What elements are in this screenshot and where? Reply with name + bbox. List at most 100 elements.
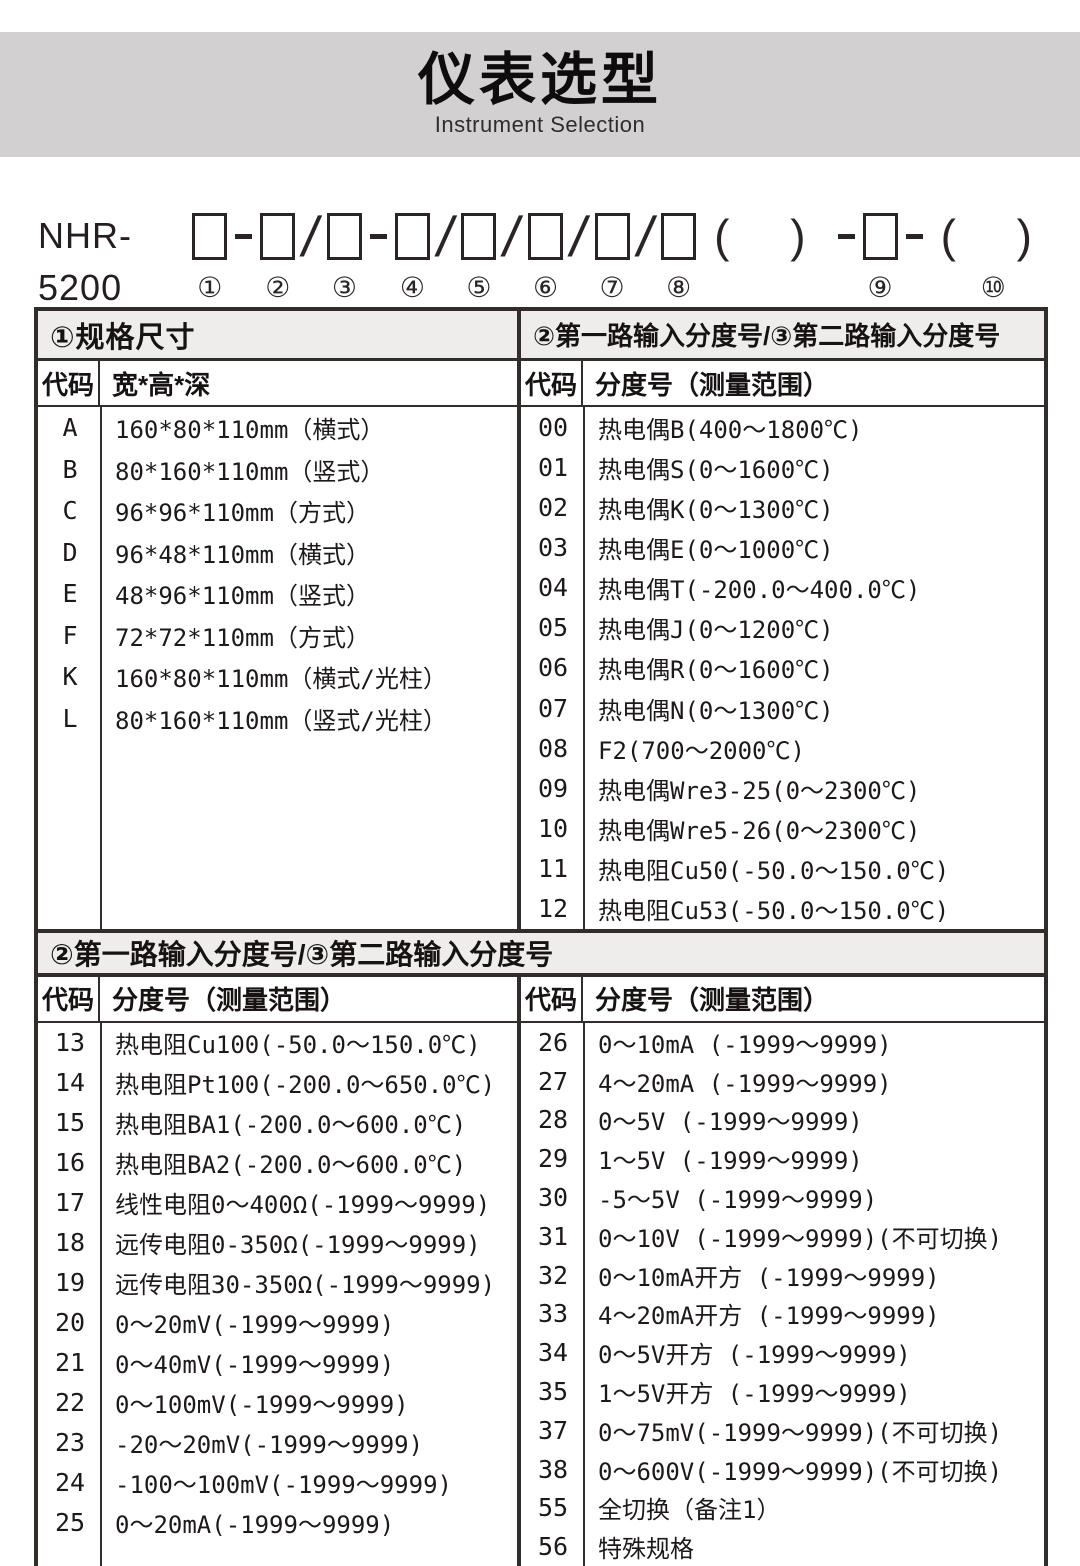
table-row: 01 热电偶S(0～1600℃)	[521, 447, 1044, 487]
empty-code-box	[326, 212, 362, 260]
empty-code-box	[661, 212, 697, 260]
code-cell: 33	[537, 1299, 569, 1329]
dash-glyph	[235, 233, 253, 239]
code-cell: 10	[537, 813, 569, 843]
table-row: 27 4～20mA (-1999～9999)	[521, 1062, 1044, 1101]
code-cell: 17	[54, 1188, 86, 1218]
table-row: 38 0～600V(-1999～9999)(不可切换)	[521, 1450, 1044, 1489]
desc-cell: 0～600V(-1999～9999)(不可切换)	[598, 1457, 1003, 1486]
code-cell: D	[62, 537, 78, 567]
code-cell: 19	[54, 1268, 86, 1298]
section-banner-input-scale: ②第一路输入分度号/③第二路输入分度号	[38, 928, 1044, 977]
code-cell: 03	[537, 532, 569, 562]
desc-cell: 热电偶E(0～1000℃)	[598, 535, 834, 564]
model-code-separator: /	[632, 204, 659, 268]
desc-cell: 热电阻BA1(-200.0～600.0℃)	[115, 1111, 467, 1140]
input-scale-rows-00-12: 00 热电偶B(400～1800℃) 01 热电偶S(0～1600℃) 02 热电偶K(0…	[521, 407, 1044, 929]
code-cell: 06	[537, 653, 569, 683]
desc-cell: -20～20mV(-1999～9999)	[115, 1431, 424, 1460]
table-row: 37 0～75mV(-1999～9999)(不可切换)	[521, 1411, 1044, 1450]
table-row: 19 远传电阻30-350Ω(-1999～9999)	[38, 1263, 517, 1303]
input-scale-section-a: ②第一路输入分度号/③第二路输入分度号 代码 分度号（测量范围） 00 热电偶B(…	[521, 311, 1044, 929]
code-cell: 14	[54, 1068, 86, 1098]
circled-number: ⑦	[599, 271, 625, 304]
desc-cell: F2(700～2000℃)	[598, 736, 805, 765]
table-row: 55 全切换（备注1）	[521, 1488, 1044, 1527]
desc-cell: 热电偶T(-200.0～400.0℃)	[598, 576, 921, 605]
desc-cell: 远传电阻30-350Ω(-1999～9999)	[115, 1271, 496, 1300]
table-row: 04 热电偶T(-200.0～400.0℃)	[521, 568, 1044, 608]
model-code-box: ⑤	[461, 210, 497, 304]
desc-cell: 热电偶Wre3-25(0～2300℃)	[598, 776, 921, 805]
code-cell: 16	[54, 1148, 86, 1178]
desc-cell: 0～20mA(-1999～9999)	[115, 1511, 395, 1540]
code-cell: L	[62, 703, 78, 733]
code-cell: 30	[537, 1182, 569, 1212]
column-header-desc: 分度号（测量范围）	[595, 369, 830, 400]
model-code-segments: ① ② / ③ ④ / ⑤ / ⑥ / ⑦ / ⑧( ) ⑨( ) ⑩	[188, 204, 1060, 304]
code-cell: 25	[54, 1508, 86, 1538]
column-header-code: 代码	[38, 361, 100, 405]
desc-cell: 0～5V开方 (-1999～9999)	[598, 1341, 911, 1370]
table-row: 22 0～100mV(-1999～9999)	[38, 1383, 517, 1423]
desc-cell: 热电偶K(0～1300℃)	[598, 495, 834, 524]
code-cell: 21	[54, 1348, 86, 1378]
empty-code-box	[594, 212, 630, 260]
code-cell: 15	[54, 1108, 86, 1138]
table-row: 25 0～20mA(-1999～9999)	[38, 1503, 517, 1543]
code-cell: 38	[537, 1454, 569, 1484]
table-row: 15 热电阻BA1(-200.0～600.0℃)	[38, 1103, 517, 1143]
table-row: 07 热电偶N(0～1300℃)	[521, 688, 1044, 728]
model-code-box: ⑧	[661, 210, 697, 304]
circled-number: ①	[197, 271, 223, 304]
table-row: 35 1～5V开方 (-1999～9999)	[521, 1372, 1044, 1411]
input-scale-section-c: 代码 分度号（测量范围） 26 0～10mA (-1999～9999) 27 4～20…	[521, 976, 1044, 1566]
circled-number: ⑥	[532, 271, 559, 304]
dash-glyph	[905, 233, 923, 239]
code-cell: 28	[537, 1105, 569, 1135]
code-cell: 08	[537, 733, 569, 763]
input-scale-rows-26-56: 26 0～10mA (-1999～9999) 27 4～20mA (-1999～999…	[521, 1022, 1044, 1566]
table-row: 23 -20～20mV(-1999～9999)	[38, 1423, 517, 1463]
section-header-spec-size: ①规格尺寸	[38, 311, 517, 361]
code-cell: B	[62, 454, 78, 484]
table-row: 00 热电偶B(400～1800℃)	[521, 407, 1044, 447]
lower-table: 代码 分度号（测量范围） 13 热电阻Cu100(-50.0～150.0℃) 14 热…	[38, 976, 1044, 1566]
model-code-separator: ( ) ⑩	[940, 210, 1056, 304]
model-code-box: ③	[326, 210, 362, 304]
empty-code-box	[461, 212, 497, 260]
table-row: 12 热电阻Cu53(-50.0～150.0℃)	[521, 889, 1044, 929]
desc-cell: 160*80*110mm（横式）	[115, 416, 385, 445]
empty-code-box	[862, 212, 898, 260]
code-cell: 37	[537, 1415, 569, 1445]
model-code-box: ②	[260, 210, 296, 304]
table-row: F 72*72*110mm（方式）	[38, 615, 517, 657]
code-cell: 05	[537, 613, 569, 643]
desc-cell: 80*160*110mm（竖式）	[115, 457, 385, 486]
code-cell: 11	[537, 854, 569, 884]
model-code-separator: /	[565, 204, 593, 268]
input-scale-section-b: 代码 分度号（测量范围） 13 热电阻Cu100(-50.0～150.0℃) 14 热…	[38, 976, 521, 1566]
desc-cell: 0～100mV(-1999～9999)	[115, 1391, 409, 1420]
model-code-separator: /	[498, 204, 526, 268]
empty-code-box	[394, 212, 430, 260]
circled-number: ⑤	[466, 271, 492, 304]
desc-cell: 热电阻Cu53(-50.0～150.0℃)	[598, 897, 950, 926]
desc-cell: 热电偶N(0～1300℃)	[598, 696, 834, 725]
model-code-separator	[369, 210, 387, 303]
empty-code-box	[192, 212, 228, 260]
code-cell: 27	[537, 1066, 569, 1096]
table-row: 13 热电阻Cu100(-50.0～150.0℃)	[38, 1023, 517, 1063]
desc-cell: 热电偶B(400～1800℃)	[598, 415, 863, 444]
desc-cell: 48*96*110mm（竖式）	[115, 582, 370, 611]
model-code-box: ⑥	[528, 210, 564, 304]
code-cell: 02	[537, 492, 569, 522]
table-row: 31 0～10V (-1999～9999)(不可切换)	[521, 1217, 1044, 1256]
table-row: 20 0～20mV(-1999～9999)	[38, 1303, 517, 1343]
table-row: 28 0～5V (-1999～9999)	[521, 1100, 1044, 1139]
model-code-separator	[235, 210, 253, 303]
input-scale-rows-13-25: 13 热电阻Cu100(-50.0～150.0℃) 14 热电阻Pt100(-200.…	[38, 1022, 517, 1566]
model-code-separator: /	[432, 204, 460, 268]
empty-code-box	[260, 212, 296, 260]
